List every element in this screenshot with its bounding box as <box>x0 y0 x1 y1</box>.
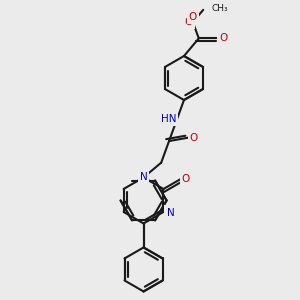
Text: O: O <box>218 33 226 43</box>
Text: O: O <box>181 174 190 184</box>
Text: O: O <box>219 33 227 43</box>
Text: N: N <box>167 208 174 218</box>
Text: CH₃: CH₃ <box>210 5 227 14</box>
Text: O: O <box>181 174 190 184</box>
Text: N: N <box>140 172 147 182</box>
Text: HN: HN <box>161 115 177 124</box>
Text: O: O <box>189 12 197 22</box>
Text: N: N <box>166 207 173 217</box>
Text: HN: HN <box>161 115 177 124</box>
Text: CH₃: CH₃ <box>211 4 228 13</box>
Text: O: O <box>189 133 197 143</box>
Text: N: N <box>140 172 147 182</box>
Text: O: O <box>185 17 193 27</box>
Text: O: O <box>189 133 197 143</box>
